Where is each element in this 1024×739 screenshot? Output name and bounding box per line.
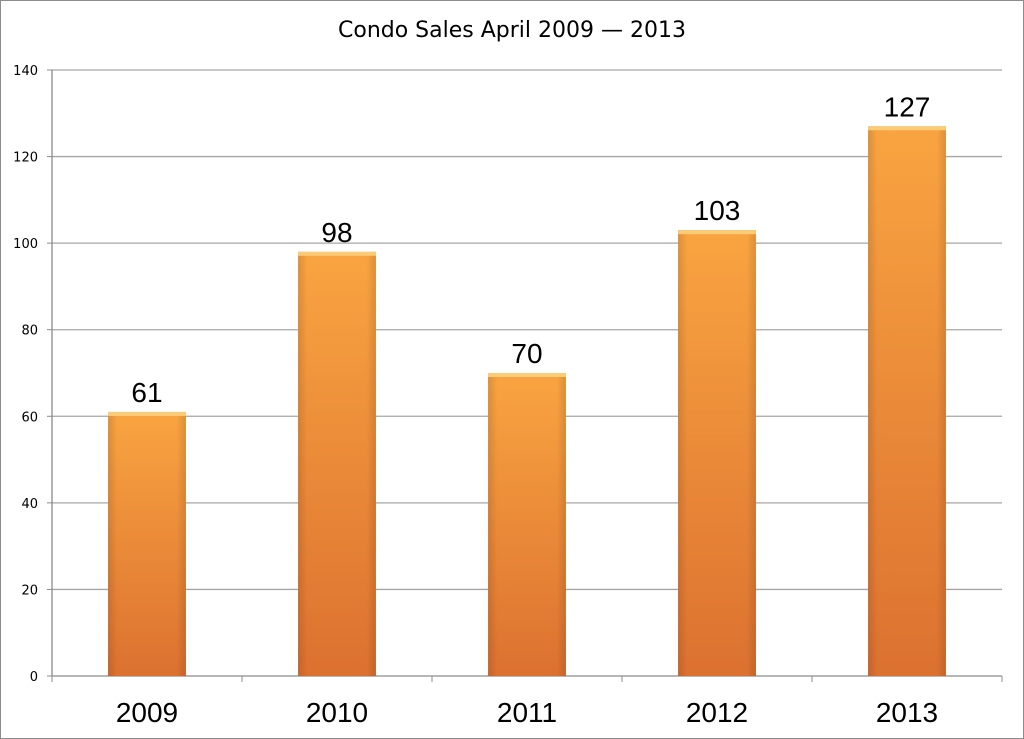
bar-top-highlight [108, 411, 186, 416]
y-tick-label: 80 [21, 324, 38, 339]
data-label-2010: 98 [321, 217, 352, 248]
bars [108, 126, 946, 677]
y-tick-label: 140 [13, 64, 38, 79]
bar-shade [298, 251, 376, 677]
bar-top-highlight [298, 251, 376, 256]
bar-top-highlight [678, 230, 756, 235]
bar-shade [488, 373, 566, 676]
y-tick-label: 40 [21, 497, 38, 512]
y-tick-label: 60 [21, 410, 38, 425]
y-tick-label: 20 [21, 583, 38, 598]
chart-title: Condo Sales April 2009 — 2013 [338, 18, 686, 43]
data-label-2009: 61 [131, 377, 162, 408]
data-labels: 61 98 70 103 127 [131, 91, 930, 408]
y-tick-label: 100 [13, 237, 38, 252]
x-tick-label-2012: 2012 [686, 697, 748, 728]
x-tick-labels: 2009 2010 2011 2012 2013 [116, 697, 938, 728]
x-tick-label-2010: 2010 [306, 697, 368, 728]
y-tick-label: 0 [30, 670, 38, 685]
x-tick-label-2011: 2011 [497, 697, 557, 728]
data-label-2011: 70 [511, 338, 542, 369]
y-tick-label: 120 [13, 151, 38, 166]
y-tick-labels: 0 20 40 60 80 100 120 140 [13, 64, 38, 685]
data-label-2012: 103 [694, 195, 741, 226]
x-tick-label-2009: 2009 [116, 697, 178, 728]
bar-top-highlight [868, 126, 946, 131]
data-label-2013: 127 [884, 91, 931, 122]
bar-shade [678, 230, 756, 676]
bar-top-highlight [488, 373, 566, 377]
bar-shade [868, 126, 946, 677]
bar-shade [108, 411, 186, 676]
x-tick-label-2013: 2013 [876, 697, 938, 728]
